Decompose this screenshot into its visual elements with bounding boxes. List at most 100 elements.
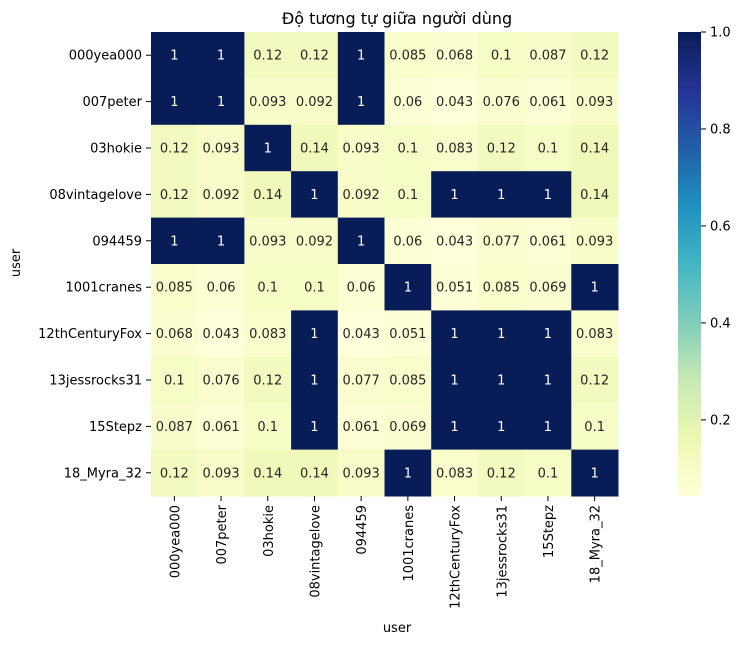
heatmap-cell <box>151 171 199 219</box>
heatmap-cell <box>291 124 339 172</box>
cell-value-label: 1 <box>310 420 318 435</box>
cell-value-label: 0.06 <box>393 95 422 110</box>
heatmap-cell <box>384 32 432 79</box>
cell-value-label: 0.085 <box>483 281 520 296</box>
heatmap-cell <box>197 217 245 265</box>
cell-value-label: 0.092 <box>202 188 239 203</box>
cell-value-label: 0.06 <box>347 281 376 296</box>
cell-value-label: 0.14 <box>253 188 282 203</box>
cell-value-label: 0.093 <box>202 466 239 481</box>
cell-value-label: 1 <box>450 327 458 342</box>
cell-value-label: 0.1 <box>304 281 325 296</box>
heatmap-cell <box>197 356 245 404</box>
cell-value-label: 0.068 <box>436 49 473 64</box>
heatmap-cell <box>197 449 245 497</box>
heatmap-cell <box>431 124 479 172</box>
x-tick-label: 1001cranes <box>402 505 417 582</box>
cell-value-label: 0.14 <box>300 466 329 481</box>
cell-value-label: 0.085 <box>389 374 426 389</box>
heatmap-cell <box>524 78 572 126</box>
cell-value-labels: 1 1 0.12 0.12 1 0.085 0.068 0.1 0.087 0.12 1 1 0.093… <box>156 49 614 482</box>
heatmap-cell <box>477 171 526 219</box>
x-axis: 000yea000 007peter 03hokie 08vintagelove 094… <box>168 496 604 609</box>
cell-value-label: 0.085 <box>389 49 426 64</box>
cell-value-label: 0.1 <box>398 142 419 157</box>
heatmap-cell <box>524 449 572 497</box>
heatmap-cell <box>151 403 199 451</box>
heatmap-cell <box>384 217 432 265</box>
cell-value-label: 0.083 <box>436 142 473 157</box>
cell-value-label: 0.093 <box>343 142 380 157</box>
heatmap-cell <box>524 217 572 265</box>
cell-value-label: 0.093 <box>576 234 613 249</box>
cell-value-label: 0.069 <box>389 420 426 435</box>
cell-value-label: 0.12 <box>253 49 282 64</box>
colorbar-ticks: 0.2 0.4 0.6 0.8 1.0 <box>701 26 731 428</box>
heatmap-cell <box>477 449 526 497</box>
heatmap-cell <box>151 32 199 79</box>
heatmap-cell <box>151 78 199 126</box>
heatmap-cell <box>571 78 619 126</box>
chart-title: Độ tương tự giữa người dùng <box>282 9 512 28</box>
heatmap-cell <box>477 264 526 311</box>
heatmap-cell <box>244 217 292 265</box>
cell-value-label: 1 <box>497 374 505 389</box>
heatmap-cell <box>337 171 385 219</box>
heatmap-cell <box>244 124 292 172</box>
cell-value-label: 1 <box>544 327 552 342</box>
cell-value-label: 0.1 <box>538 142 559 157</box>
cell-value-label: 1 <box>310 188 318 203</box>
cell-value-label: 0.043 <box>436 95 473 110</box>
cell-value-label: 1 <box>217 234 225 249</box>
cell-value-label: 0.087 <box>156 420 193 435</box>
heatmap-cell <box>477 124 526 172</box>
y-tick-label: 13jessrocks31 <box>49 374 142 389</box>
cell-value-label: 0.06 <box>393 234 422 249</box>
cell-value-label: 0.1 <box>257 420 278 435</box>
cell-value-label: 1 <box>450 374 458 389</box>
cell-value-label: 0.1 <box>491 49 512 64</box>
cell-value-label: 1 <box>450 420 458 435</box>
heatmap-cell <box>151 356 199 404</box>
cell-value-label: 0.083 <box>249 327 286 342</box>
heatmap-cell <box>524 264 572 311</box>
heatmap-cell <box>384 264 432 311</box>
cell-value-label: 0.1 <box>538 466 559 481</box>
colorbar-tick-label: 0.2 <box>710 413 731 428</box>
heatmap-cell <box>337 264 385 311</box>
heatmap-cell <box>197 310 245 358</box>
cell-value-label: 0.043 <box>343 327 380 342</box>
heatmap-cell <box>337 32 385 79</box>
heatmap-cell <box>291 171 339 219</box>
heatmap-cell <box>571 264 619 311</box>
cell-value-label: 0.092 <box>343 188 380 203</box>
cell-value-label: 0.061 <box>529 95 566 110</box>
cell-value-label: 1 <box>544 420 552 435</box>
heatmap-cell <box>291 217 339 265</box>
cell-value-label: 0.061 <box>202 420 239 435</box>
heatmap-cell <box>524 32 572 79</box>
x-tick-label: 13jessrocks31 <box>495 505 510 598</box>
heatmap-cell <box>384 78 432 126</box>
cell-value-label: 1 <box>170 49 178 64</box>
y-tick-label: 03hokie <box>90 142 142 157</box>
cell-value-label: 1 <box>217 49 225 64</box>
colorbar <box>678 32 701 496</box>
heatmap-cell <box>477 32 526 79</box>
heatmap-cell <box>291 403 339 451</box>
cell-value-label: 0.093 <box>249 95 286 110</box>
heatmap-cell <box>524 310 572 358</box>
cell-value-label: 1 <box>310 374 318 389</box>
cell-value-label: 0.077 <box>483 234 520 249</box>
cell-value-label: 1 <box>170 234 178 249</box>
cell-value-label: 0.083 <box>436 466 473 481</box>
y-tick-label: 18_Myra_32 <box>64 466 142 481</box>
heatmap-cell <box>244 78 292 126</box>
y-tick-label: 1001cranes <box>65 281 142 296</box>
cell-value-label: 0.1 <box>257 281 278 296</box>
heatmap-cell <box>431 356 479 404</box>
cell-value-label: 0.061 <box>343 420 380 435</box>
cell-value-label: 0.068 <box>156 327 193 342</box>
y-tick-label: 15Stepz <box>89 420 142 435</box>
heatmap-cell <box>291 264 339 311</box>
